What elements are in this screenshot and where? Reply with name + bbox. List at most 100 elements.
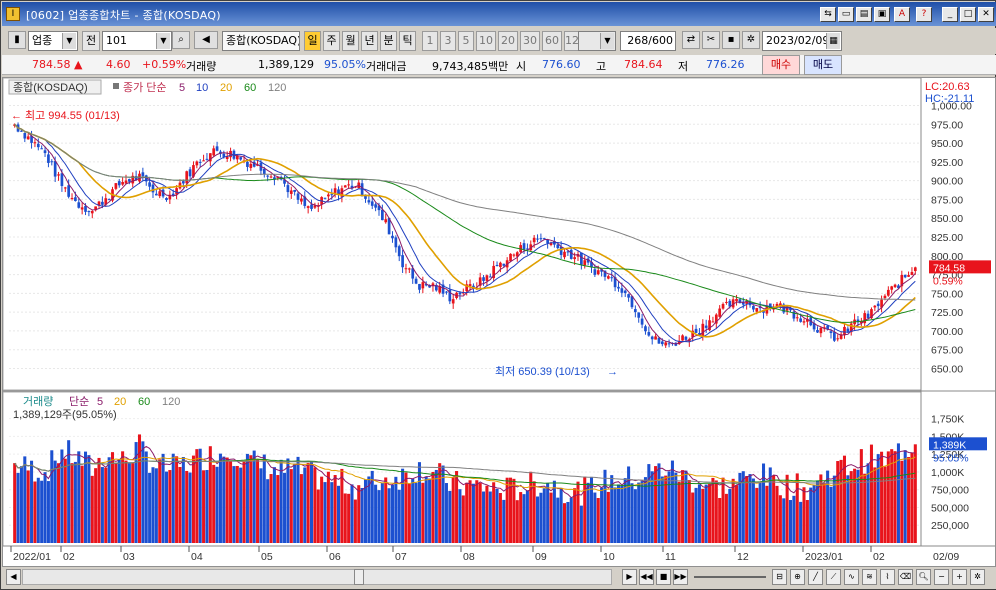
volume-bar xyxy=(799,501,803,543)
volume-bar xyxy=(573,488,577,543)
sell-button[interactable]: 매도 xyxy=(804,55,842,75)
speaker-icon[interactable]: ◀ xyxy=(194,31,218,49)
chart-area[interactable]: 1,000.00 975.00 950.00 925.00 900.00 875.00 85… xyxy=(2,77,996,567)
save-icon[interactable]: ▪ xyxy=(722,31,740,49)
candle-body xyxy=(97,201,101,206)
index-label: 종합(KOSDAQ) xyxy=(13,81,88,94)
scissors-icon[interactable]: ✂ xyxy=(702,31,720,49)
volume-bar xyxy=(293,463,297,543)
rewind-icon[interactable]: ◀◀ xyxy=(639,569,654,585)
chevron-down-icon[interactable]: ▼ xyxy=(156,33,170,49)
candle-body xyxy=(539,238,543,240)
candle-body xyxy=(499,262,502,268)
chevron-down-icon[interactable]: ▼ xyxy=(600,33,614,49)
close-button[interactable]: ✕ xyxy=(978,7,994,22)
help-icon[interactable]: ? xyxy=(916,7,932,22)
play-icon[interactable]: ▶ xyxy=(622,569,637,585)
chart-type-icon[interactable]: ▮ xyxy=(8,31,26,49)
magnify-icon[interactable]: 🔍︎ xyxy=(916,569,931,585)
minimize-button[interactable]: _ xyxy=(942,7,958,22)
category-select[interactable]: 업종 ▼ xyxy=(28,31,78,51)
volume-bar xyxy=(822,483,826,543)
settings-icon[interactable]: ✲ xyxy=(970,569,985,585)
minus-icon[interactable]: − xyxy=(934,569,949,585)
buy-button[interactable]: 매수 xyxy=(762,55,800,75)
candle-body xyxy=(859,321,863,324)
price-tick-label: 850.00 xyxy=(931,213,963,225)
candle-body xyxy=(448,289,452,302)
candle-body xyxy=(441,284,445,294)
prev-button[interactable]: 전 xyxy=(82,31,100,51)
erase-icon[interactable]: ⌫ xyxy=(898,569,913,585)
save-icon[interactable]: ▣ xyxy=(874,7,890,22)
volume-bar xyxy=(235,465,239,543)
stop-icon[interactable]: ■ xyxy=(656,569,671,585)
candle-body xyxy=(816,329,819,333)
plus-icon[interactable]: + xyxy=(952,569,967,585)
line-tool-icon[interactable]: ╱ xyxy=(808,569,823,585)
candle-body xyxy=(364,194,367,199)
period-tab-1[interactable]: 주 xyxy=(323,31,340,51)
period-tab-3[interactable]: 년 xyxy=(361,31,378,51)
candle-body xyxy=(836,338,840,340)
volume-bar xyxy=(782,498,786,543)
period-tab-4[interactable]: 분 xyxy=(380,31,397,51)
speed-slider[interactable] xyxy=(694,576,766,578)
wave-icon[interactable]: ⌇ xyxy=(880,569,895,585)
volume-bar xyxy=(191,455,195,543)
interval-button-20[interactable]: 20 xyxy=(498,31,518,51)
font-icon[interactable]: A xyxy=(894,7,910,22)
trend-icon[interactable]: ⟋ xyxy=(826,569,841,585)
volume-bar xyxy=(148,472,152,543)
minimize-doc-icon[interactable]: ▭ xyxy=(838,7,854,22)
volume-bar xyxy=(90,475,94,543)
chart-tool-icon[interactable]: ∿ xyxy=(844,569,859,585)
interval-button-3[interactable]: 3 xyxy=(440,31,456,51)
volume-bar xyxy=(283,472,287,543)
interval-custom-select[interactable]: ▼ xyxy=(578,31,616,51)
candle-body xyxy=(74,197,77,202)
period-tab-2[interactable]: 월 xyxy=(342,31,359,51)
link-icon[interactable]: ⇆ xyxy=(820,7,836,22)
gear-icon[interactable]: ✲ xyxy=(742,31,760,49)
scroll-left-icon[interactable]: ◀ xyxy=(6,569,21,585)
candle-body xyxy=(900,274,904,287)
scroll-track[interactable] xyxy=(22,569,612,585)
calendar-icon[interactable]: ▦ xyxy=(826,33,840,49)
candle-body xyxy=(846,328,850,332)
swap-icon[interactable]: ⇄ xyxy=(682,31,700,49)
count-field[interactable]: 268/600 xyxy=(620,31,676,51)
volume-bar xyxy=(586,482,590,543)
candle-body xyxy=(421,282,425,289)
candle-body xyxy=(23,132,27,139)
interval-button-1[interactable]: 1 xyxy=(422,31,438,51)
scroll-thumb[interactable] xyxy=(354,569,364,585)
crosshair-icon[interactable]: ⊕ xyxy=(790,569,805,585)
fast-forward-icon[interactable]: ▶▶ xyxy=(673,569,688,585)
period-tab-5[interactable]: 틱 xyxy=(399,31,416,51)
maximize-button[interactable]: □ xyxy=(960,7,976,22)
print-icon[interactable]: ▤ xyxy=(856,7,872,22)
interval-button-30[interactable]: 30 xyxy=(520,31,540,51)
volume-bar xyxy=(768,467,772,543)
volume-bar xyxy=(512,478,516,543)
volume-bar xyxy=(212,464,216,543)
volume-bar xyxy=(121,451,125,543)
volume-bar xyxy=(320,476,324,543)
zoom-out-icon[interactable]: ⊟ xyxy=(772,569,787,585)
volume-bar xyxy=(856,469,860,543)
code-input[interactable]: 101 ▼ xyxy=(102,31,172,51)
interval-button-5[interactable]: 5 xyxy=(458,31,474,51)
interval-button-10[interactable]: 10 xyxy=(476,31,496,51)
date-field[interactable]: 2023/02/09 ▦ xyxy=(762,31,842,51)
candle-body xyxy=(512,254,516,256)
chevron-down-icon[interactable]: ▼ xyxy=(62,33,76,49)
current-pct-tag: 0.59% xyxy=(933,275,963,287)
price-volume-chart[interactable]: 1,000.00 975.00 950.00 925.00 900.00 875.00 85… xyxy=(3,78,995,566)
fib-icon[interactable]: ≋ xyxy=(862,569,877,585)
volume-bar xyxy=(232,466,236,543)
period-tab-0[interactable]: 일 xyxy=(304,31,321,51)
search-icon[interactable]: ⌕ xyxy=(172,31,190,49)
interval-button-60[interactable]: 60 xyxy=(542,31,562,51)
candle-body xyxy=(802,321,806,323)
